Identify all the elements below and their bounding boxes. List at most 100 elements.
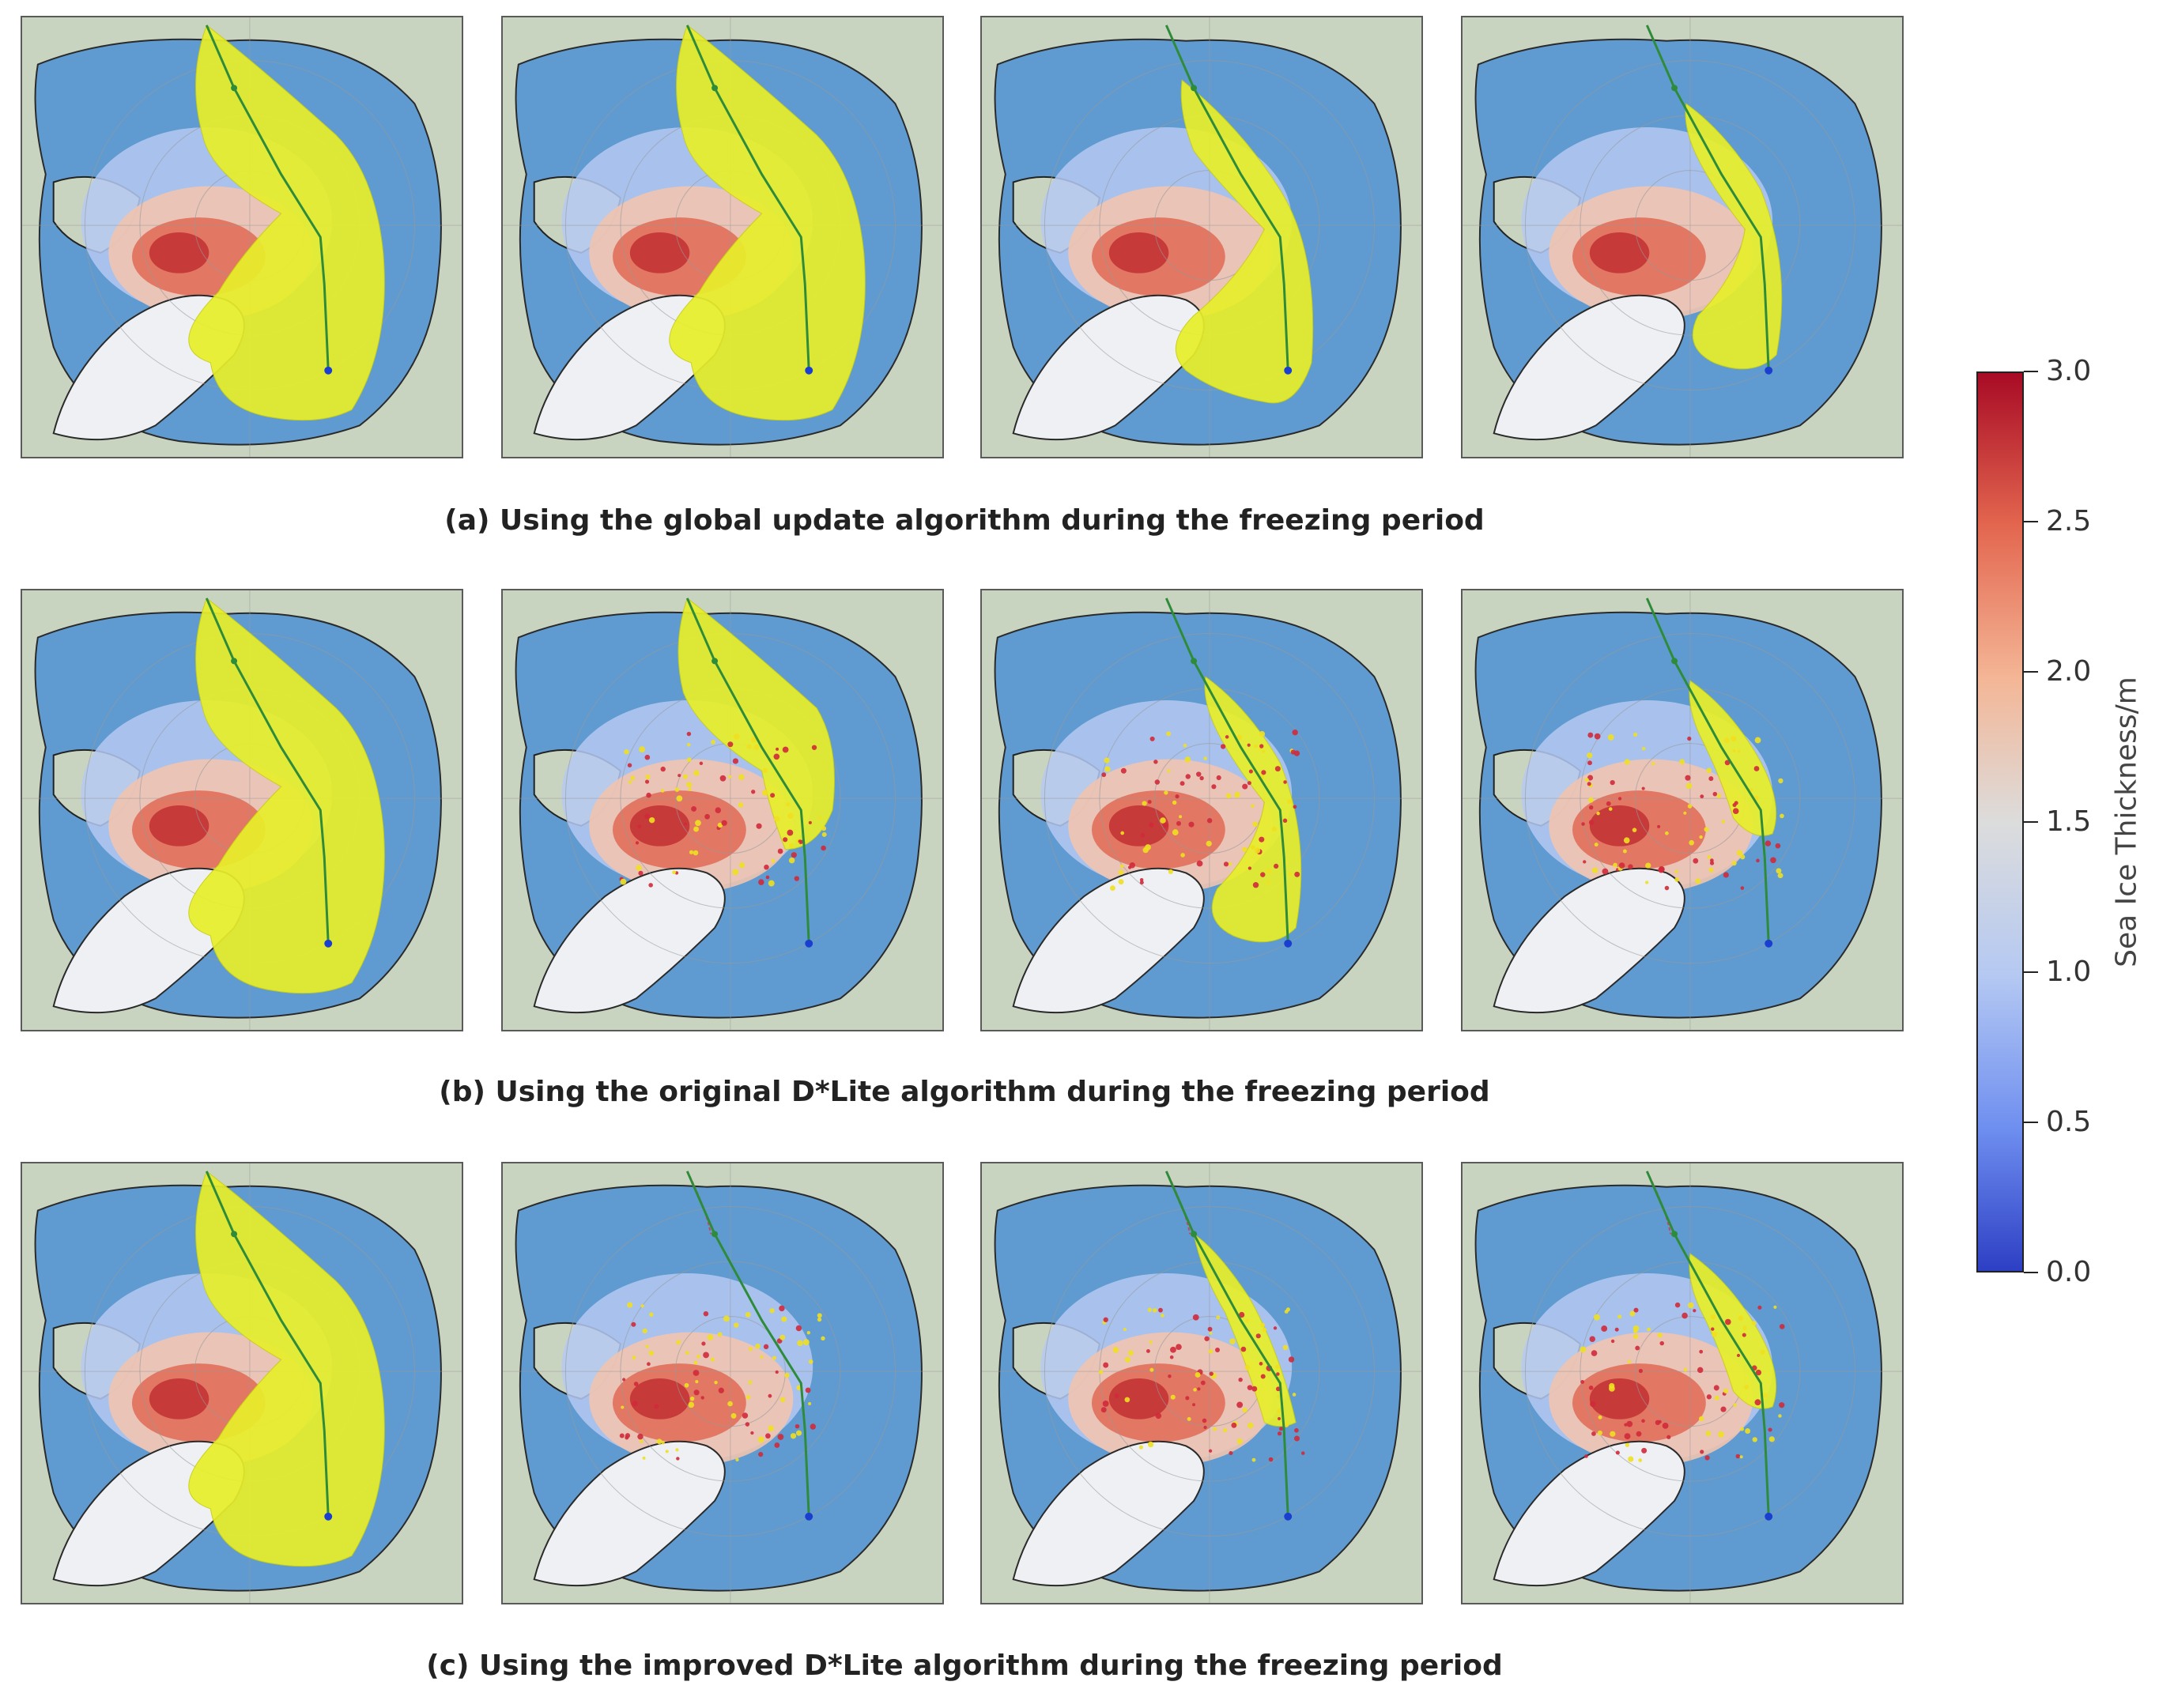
changed-cell — [714, 1380, 718, 1385]
end-point — [1284, 1512, 1293, 1521]
changed-cell — [1176, 820, 1181, 826]
changed-cell — [1259, 744, 1264, 748]
changed-cell — [802, 1339, 810, 1346]
changed-cell — [1742, 1327, 1746, 1331]
changed-cell — [771, 858, 776, 863]
changed-cell — [1100, 1407, 1107, 1413]
changed-cell — [1777, 873, 1783, 879]
changed-cell — [686, 782, 693, 788]
changed-cell — [1627, 1359, 1632, 1364]
changed-cell — [1633, 1307, 1639, 1313]
changed-cell — [1779, 1402, 1785, 1408]
changed-cell — [1770, 857, 1776, 864]
changed-cell — [1594, 843, 1598, 847]
changed-cell — [1762, 1393, 1768, 1398]
changed-cell — [770, 793, 776, 798]
changed-cell — [1238, 1378, 1243, 1382]
changed-cell — [758, 879, 764, 885]
route-path — [205, 598, 330, 944]
changed-cell — [686, 731, 692, 737]
changed-cell — [808, 1401, 812, 1406]
map-panel-b-4 — [1461, 589, 1904, 1031]
changed-cell — [1193, 1388, 1197, 1392]
changed-cell — [1732, 808, 1739, 815]
changed-cell — [1179, 815, 1183, 819]
changed-cell — [1247, 781, 1251, 786]
changed-cell — [1712, 791, 1718, 797]
changed-cell — [732, 869, 739, 876]
changed-cell — [1745, 1428, 1751, 1434]
changed-cell — [704, 813, 710, 820]
changed-cell — [717, 1332, 723, 1337]
changed-cell — [1749, 787, 1753, 792]
changed-cell — [1666, 1435, 1671, 1439]
changed-cell — [746, 744, 752, 749]
changed-cell — [1202, 1418, 1207, 1423]
changed-cell — [1229, 1450, 1233, 1456]
changed-cell — [1216, 775, 1221, 781]
changed-cell — [1606, 801, 1611, 806]
changed-cell — [1687, 804, 1693, 809]
changed-cell — [794, 876, 800, 881]
changed-cell — [765, 875, 770, 880]
changed-cell — [1732, 749, 1736, 753]
changed-cell — [1699, 835, 1703, 839]
sea-ice-thickest — [1108, 805, 1169, 846]
map-panel-b-2 — [501, 589, 944, 1031]
changed-cell — [755, 1343, 761, 1349]
changed-cell — [1247, 1385, 1253, 1391]
changed-cell — [717, 822, 723, 828]
changed-cell — [1658, 866, 1665, 873]
changed-cell — [1753, 766, 1760, 771]
changed-cell — [695, 1380, 699, 1384]
route-path — [205, 25, 330, 371]
changed-cell — [777, 848, 783, 854]
changed-cell — [625, 1433, 631, 1438]
caption-b: (b) Using the original D*Lite algorithm … — [439, 1076, 1490, 1108]
changed-cell — [1591, 1350, 1598, 1356]
changed-cell — [1209, 1331, 1213, 1335]
changed-cell — [1710, 1314, 1716, 1320]
changed-cell — [1613, 862, 1617, 868]
changed-cell — [1147, 800, 1152, 804]
search-area — [188, 25, 385, 421]
changed-cell — [693, 1389, 700, 1396]
changed-cell — [1732, 803, 1737, 808]
changed-cell — [1213, 1427, 1217, 1431]
changed-cell — [738, 802, 744, 808]
changed-cell — [1192, 1314, 1199, 1321]
changed-cell — [1723, 1388, 1729, 1394]
map-panel-a-4 — [1461, 16, 1904, 458]
end-point — [1284, 366, 1293, 375]
changed-cell — [1149, 1367, 1154, 1372]
changed-cell — [1614, 1327, 1619, 1332]
changed-cell — [1196, 771, 1202, 777]
changed-cell — [1187, 1416, 1191, 1421]
changed-cell — [689, 1396, 695, 1401]
changed-cell — [1216, 1315, 1221, 1320]
changed-cell — [798, 839, 802, 843]
colorbar-tick-label: 2.5 — [2046, 505, 2092, 537]
changed-cell — [1245, 1318, 1249, 1323]
changed-cell — [1598, 1415, 1602, 1420]
changed-cell — [1624, 759, 1630, 765]
changed-cell — [1140, 832, 1146, 838]
changed-cell — [1236, 1438, 1243, 1445]
changed-cell — [1101, 772, 1107, 778]
changed-cell — [1697, 1367, 1704, 1374]
changed-cell — [1615, 1450, 1620, 1455]
changed-cell — [639, 746, 645, 753]
changed-cell — [1292, 1393, 1297, 1397]
greenland — [533, 1440, 726, 1587]
changed-cell — [1688, 1302, 1694, 1309]
changed-cell — [1664, 885, 1670, 891]
changed-cell — [1172, 800, 1177, 805]
changed-cell — [1223, 862, 1229, 867]
changed-cell — [1735, 1453, 1741, 1459]
changed-cell — [1610, 1431, 1616, 1437]
changed-cell — [1208, 1349, 1213, 1354]
changed-cell — [676, 1340, 681, 1345]
changed-cell — [1294, 871, 1300, 877]
changed-cell — [1594, 733, 1601, 740]
sea-ice-thickest — [149, 805, 209, 846]
